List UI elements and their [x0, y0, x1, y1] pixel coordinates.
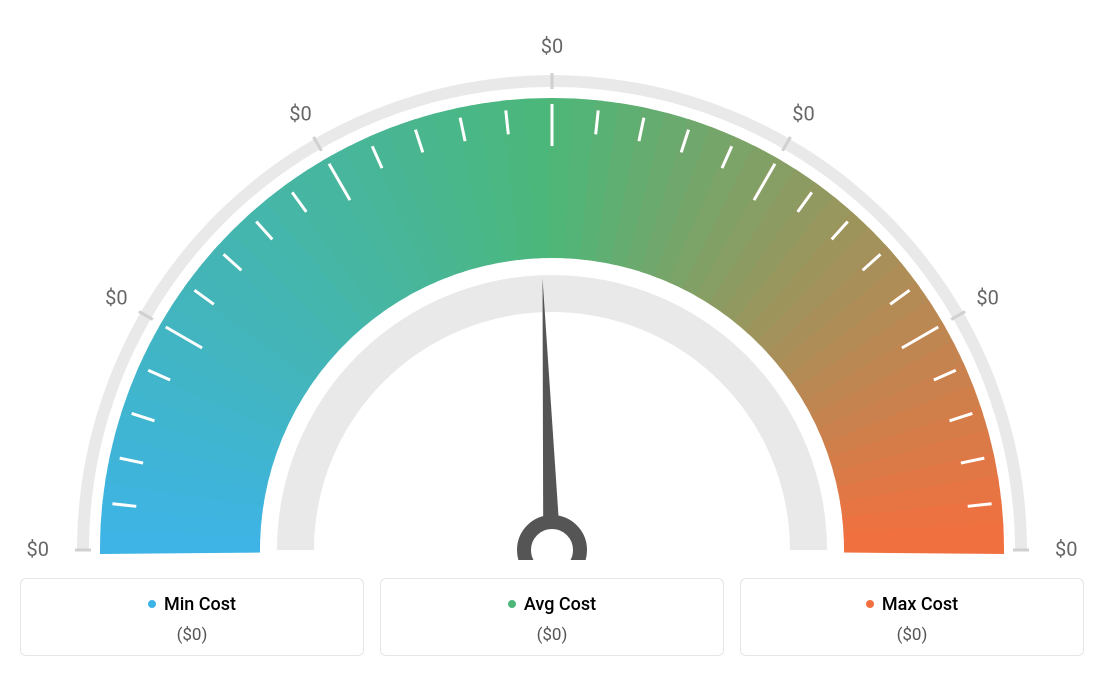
legend-value-max: ($0) — [741, 625, 1083, 645]
gauge-tick-label: $0 — [541, 34, 563, 58]
legend-value-avg: ($0) — [381, 625, 723, 645]
gauge-tick-label: $0 — [792, 101, 814, 125]
legend-dot-max — [866, 600, 874, 608]
legend-row: Min Cost ($0) Avg Cost ($0) Max Cost ($0… — [20, 578, 1084, 656]
gauge-tick-label: $0 — [289, 101, 311, 125]
legend-card-avg: Avg Cost ($0) — [380, 578, 724, 656]
legend-label-min: Min Cost — [164, 594, 236, 615]
legend-value-min: ($0) — [21, 625, 363, 645]
gauge-tick-label: $0 — [105, 286, 127, 310]
gauge-tick-label: $0 — [1055, 537, 1077, 560]
legend-label-max: Max Cost — [882, 594, 958, 615]
legend-label-avg: Avg Cost — [524, 594, 596, 615]
legend-dot-min — [148, 600, 156, 608]
cost-gauge-chart: $0 $0 $0 $0 $0 $0 $0 — [20, 20, 1084, 560]
gauge-svg: $0 $0 $0 $0 $0 $0 $0 — [20, 20, 1084, 560]
gauge-tick-label: $0 — [27, 537, 49, 560]
legend-dot-avg — [508, 600, 516, 608]
gauge-tick-label: $0 — [976, 286, 998, 310]
legend-card-min: Min Cost ($0) — [20, 578, 364, 656]
legend-card-max: Max Cost ($0) — [740, 578, 1084, 656]
